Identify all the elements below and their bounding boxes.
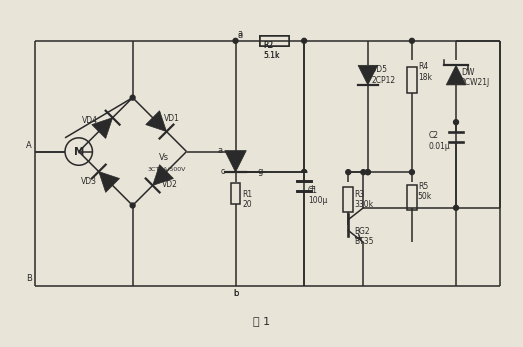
Text: R4
18k: R4 18k xyxy=(418,62,432,82)
Text: R1
20: R1 20 xyxy=(242,190,253,209)
Text: b: b xyxy=(233,289,238,298)
Bar xyxy=(260,36,289,46)
Text: R3
330k: R3 330k xyxy=(354,190,373,209)
Text: BG2
BT35: BG2 BT35 xyxy=(354,227,373,246)
Polygon shape xyxy=(99,171,120,192)
Text: Vs: Vs xyxy=(159,153,169,162)
Polygon shape xyxy=(92,118,112,138)
Bar xyxy=(260,36,289,46)
Text: B: B xyxy=(26,274,32,283)
Text: 图 1: 图 1 xyxy=(253,316,270,326)
Text: a: a xyxy=(237,29,243,38)
Text: A: A xyxy=(26,141,32,150)
Circle shape xyxy=(302,39,306,43)
Text: a: a xyxy=(237,31,243,40)
Circle shape xyxy=(453,120,459,125)
Text: g: g xyxy=(257,167,263,176)
Text: C2
0.01μ: C2 0.01μ xyxy=(428,131,450,151)
Bar xyxy=(297,173,312,181)
Text: VD3: VD3 xyxy=(81,177,97,186)
Bar xyxy=(407,185,417,210)
Text: C1
100μ: C1 100μ xyxy=(308,186,327,205)
Text: R2
5.1k: R2 5.1k xyxy=(263,41,279,60)
Circle shape xyxy=(366,170,370,175)
Text: VD2: VD2 xyxy=(162,180,177,189)
Bar xyxy=(260,36,289,46)
Text: DW: DW xyxy=(461,68,474,77)
Circle shape xyxy=(130,203,135,208)
Circle shape xyxy=(233,39,238,43)
Circle shape xyxy=(302,170,306,175)
Text: 2CW21J: 2CW21J xyxy=(461,78,490,87)
Text: VD5
2CP12: VD5 2CP12 xyxy=(372,66,396,85)
Circle shape xyxy=(130,95,135,100)
Polygon shape xyxy=(358,65,378,85)
Polygon shape xyxy=(153,164,174,185)
Text: a: a xyxy=(218,145,223,154)
Bar xyxy=(297,191,312,198)
Circle shape xyxy=(410,170,414,175)
Text: b: b xyxy=(233,289,238,298)
Bar xyxy=(407,67,417,93)
Text: c: c xyxy=(221,167,225,176)
Bar xyxy=(231,183,241,204)
Text: R2
5.1k: R2 5.1k xyxy=(263,41,279,60)
Circle shape xyxy=(366,170,370,175)
Polygon shape xyxy=(446,65,466,85)
Text: R5
50k: R5 50k xyxy=(418,182,432,202)
Circle shape xyxy=(361,170,366,175)
Polygon shape xyxy=(225,151,246,172)
Circle shape xyxy=(410,39,414,43)
Circle shape xyxy=(302,170,306,175)
Circle shape xyxy=(346,170,351,175)
Text: +: + xyxy=(308,184,315,193)
Text: VD4: VD4 xyxy=(82,116,98,125)
Bar xyxy=(343,187,353,212)
Text: VD1: VD1 xyxy=(164,114,179,123)
Text: M: M xyxy=(74,146,84,156)
Text: 3CT1A/500V: 3CT1A/500V xyxy=(147,166,186,171)
Polygon shape xyxy=(146,111,166,132)
Circle shape xyxy=(453,205,459,210)
